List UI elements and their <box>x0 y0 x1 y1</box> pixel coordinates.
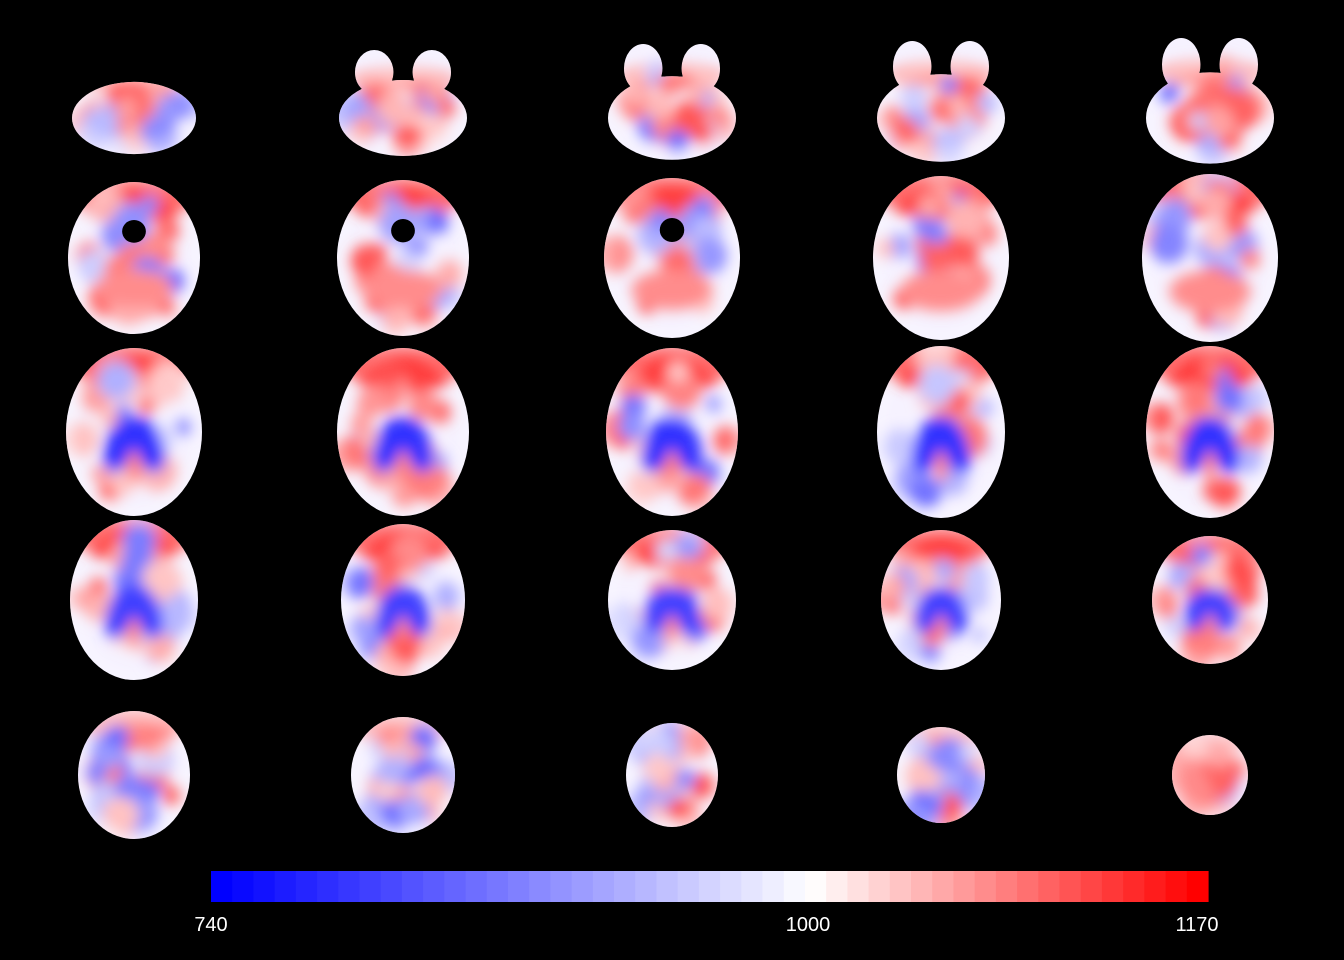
brain-slice <box>1152 536 1268 664</box>
colorbar-swatch <box>486 871 509 902</box>
colorbar-swatch <box>783 871 806 902</box>
brain-slice <box>341 524 465 676</box>
colorbar-swatch <box>656 871 679 902</box>
colorbar-swatch <box>762 871 785 902</box>
colorbar-swatch <box>953 871 976 902</box>
colorbar-swatch <box>232 871 255 902</box>
brain-slice <box>337 348 469 516</box>
colorbar-swatch <box>889 871 912 902</box>
brain-slice <box>873 176 1009 340</box>
brain-slice <box>1142 174 1278 342</box>
colorbar-swatch <box>1038 871 1061 902</box>
brain-slice <box>608 530 736 670</box>
colorbar-swatch <box>911 871 933 902</box>
brain-slice <box>626 723 718 827</box>
brain-slice <box>70 520 198 680</box>
colorbar-swatch <box>826 871 848 902</box>
colorbar-swatch <box>338 871 361 902</box>
colorbar-swatch <box>698 871 721 902</box>
colorbar-swatch <box>1144 871 1167 902</box>
brain-slice <box>66 348 202 516</box>
slice-grid <box>66 38 1278 839</box>
brain-slice <box>881 530 1001 670</box>
colorbar-swatch <box>847 871 870 902</box>
colorbar-swatch <box>995 871 1018 902</box>
colorbar-swatch <box>1017 871 1039 902</box>
colorbar-swatch <box>741 871 764 902</box>
brain-slice <box>608 43 736 160</box>
colorbar-swatch <box>571 871 594 902</box>
colorbar-swatch <box>274 871 297 902</box>
colorbar-swatch <box>1080 871 1103 902</box>
colorbar-swatch <box>804 871 827 902</box>
colorbar-swatch <box>253 871 276 902</box>
colorbar-swatch <box>1165 871 1188 902</box>
brain-slice <box>68 182 200 334</box>
brain-slice <box>1172 735 1248 815</box>
colorbar-swatch <box>677 871 700 902</box>
colorbar-swatch <box>635 871 658 902</box>
colorbar-swatch <box>720 871 742 902</box>
brain-slice <box>1146 38 1274 164</box>
colorbar-swatch <box>1059 871 1082 902</box>
colorbar-swatch <box>295 871 318 902</box>
colorbar-swatch <box>401 871 424 902</box>
brain-slice <box>877 41 1005 162</box>
colorbar-swatch <box>932 871 955 902</box>
colorbar-swatch <box>444 871 467 902</box>
colorbar-max-label: 1170 <box>1175 914 1219 936</box>
colorbar-swatch <box>550 871 573 902</box>
brain-slice <box>339 50 467 156</box>
colorbar-swatch <box>614 871 636 902</box>
colorbar-swatch <box>359 871 382 902</box>
colorbar-swatch <box>529 871 552 902</box>
colorbar-swatch <box>317 871 339 902</box>
colorbar-swatch <box>1186 871 1209 902</box>
colorbar-swatch <box>507 871 530 902</box>
colorbar-min-label: 740 <box>194 914 228 936</box>
colorbar-swatch <box>868 871 891 902</box>
brain-slice <box>606 348 738 516</box>
colorbar <box>211 871 1209 902</box>
brain-slice <box>351 717 455 833</box>
brain-slice <box>337 180 469 336</box>
colorbar-mid-label: 1000 <box>785 914 831 936</box>
colorbar-swatch <box>380 871 403 902</box>
brain-slice <box>877 346 1005 518</box>
colorbar-swatch <box>465 871 488 902</box>
brain-slice <box>1146 346 1274 518</box>
colorbar-swatch <box>974 871 997 902</box>
colorbar-swatch <box>1101 871 1124 902</box>
colorbar-swatch <box>592 871 615 902</box>
colorbar-swatch <box>211 871 233 902</box>
brain-slice <box>604 178 740 338</box>
brain-slice <box>897 727 985 823</box>
colorbar-swatch <box>1123 871 1145 902</box>
brain-slice <box>72 81 196 155</box>
brain-slice <box>78 711 190 839</box>
colorbar-swatch <box>423 871 445 902</box>
